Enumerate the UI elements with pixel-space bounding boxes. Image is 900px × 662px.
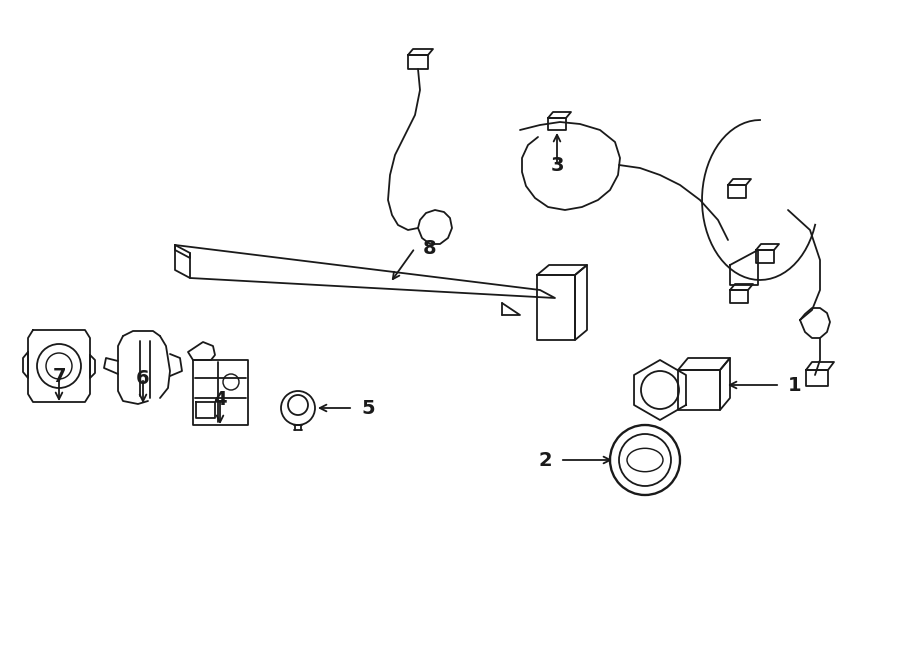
Text: 1: 1 — [788, 375, 802, 395]
Text: 8: 8 — [423, 238, 436, 258]
Text: 7: 7 — [52, 367, 66, 385]
Text: 4: 4 — [213, 389, 227, 408]
Text: 6: 6 — [136, 369, 149, 387]
Text: 2: 2 — [538, 451, 552, 469]
Circle shape — [288, 395, 308, 415]
Text: 3: 3 — [550, 156, 563, 175]
Text: 5: 5 — [361, 399, 374, 418]
